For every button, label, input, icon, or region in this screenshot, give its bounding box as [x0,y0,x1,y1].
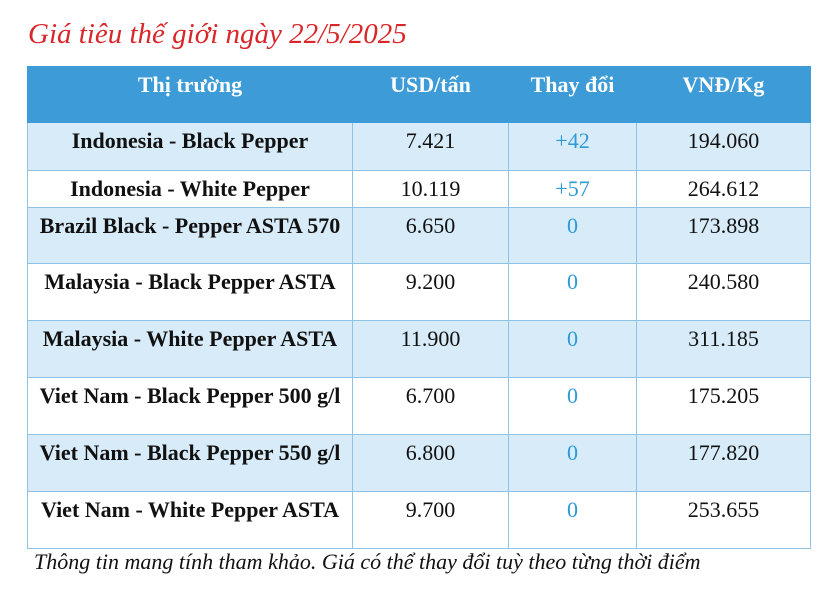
header-cell: VNĐ/Kg [636,66,811,123]
footer-note: Thông tin mang tính tham khảo. Giá có th… [34,549,701,574]
change-cell: 0 [508,263,637,321]
usd-cell: 6.650 [352,207,509,264]
market-cell: Indonesia - Black Pepper [27,122,353,171]
vnd-cell: 175.205 [636,377,811,435]
header-cell: Thay đổi [508,66,637,123]
change-cell: 0 [508,377,637,435]
header-cell: Thị trường [27,66,353,123]
vnd-cell: 173.898 [636,207,811,264]
usd-cell: 6.800 [352,434,509,492]
header-cell: USD/tấn [352,66,509,123]
market-cell: Malaysia - Black Pepper ASTA [27,263,353,321]
vnd-cell: 194.060 [636,122,811,171]
market-cell: Viet Nam - Black Pepper 550 g/l [27,434,353,492]
change-cell: +57 [508,170,637,208]
vnd-cell: 177.820 [636,434,811,492]
table-body: Indonesia - Black Pepper 7.421 +42 194.060 I… [27,122,811,549]
table-row: Malaysia - White Pepper ASTA 11.900 0 311.1… [27,320,811,378]
table-row: Brazil Black - Pepper ASTA 570 6.650 0 173.… [27,207,811,264]
header-row: Thị trường USD/tấn Thay đổi VNĐ/Kg [27,66,811,123]
market-cell: Malaysia - White Pepper ASTA [27,320,353,378]
table-row: Viet Nam - White Pepper ASTA 9.700 0 253.65… [27,491,811,549]
change-cell: 0 [508,491,637,549]
usd-cell: 7.421 [352,122,509,171]
table-row: Viet Nam - Black Pepper 550 g/l 6.800 0 177… [27,434,811,492]
change-cell: 0 [508,320,637,378]
vnd-cell: 311.185 [636,320,811,378]
market-cell: Viet Nam - White Pepper ASTA [27,491,353,549]
table-row: Indonesia - White Pepper 10.119 +57 264.612 [27,170,811,208]
table-row: Indonesia - Black Pepper 7.421 +42 194.060 [27,122,811,171]
price-table: Thị trường USD/tấn Thay đổi VNĐ/Kg Indonesi… [27,66,811,549]
market-cell: Viet Nam - Black Pepper 500 g/l [27,377,353,435]
usd-cell: 11.900 [352,320,509,378]
change-cell: 0 [508,434,637,492]
market-cell: Brazil Black - Pepper ASTA 570 [27,207,353,264]
vnd-cell: 240.580 [636,263,811,321]
table-row: Malaysia - Black Pepper ASTA 9.200 0 240.58… [27,263,811,321]
usd-cell: 9.200 [352,263,509,321]
vnd-cell: 264.612 [636,170,811,208]
usd-cell: 6.700 [352,377,509,435]
market-cell: Indonesia - White Pepper [27,170,353,208]
vnd-cell: 253.655 [636,491,811,549]
table-row: Viet Nam - Black Pepper 500 g/l 6.700 0 175… [27,377,811,435]
title: Giá tiêu thế giới ngày 22/5/2025 [28,18,407,50]
change-cell: +42 [508,122,637,171]
usd-cell: 9.700 [352,491,509,549]
usd-cell: 10.119 [352,170,509,208]
change-cell: 0 [508,207,637,264]
